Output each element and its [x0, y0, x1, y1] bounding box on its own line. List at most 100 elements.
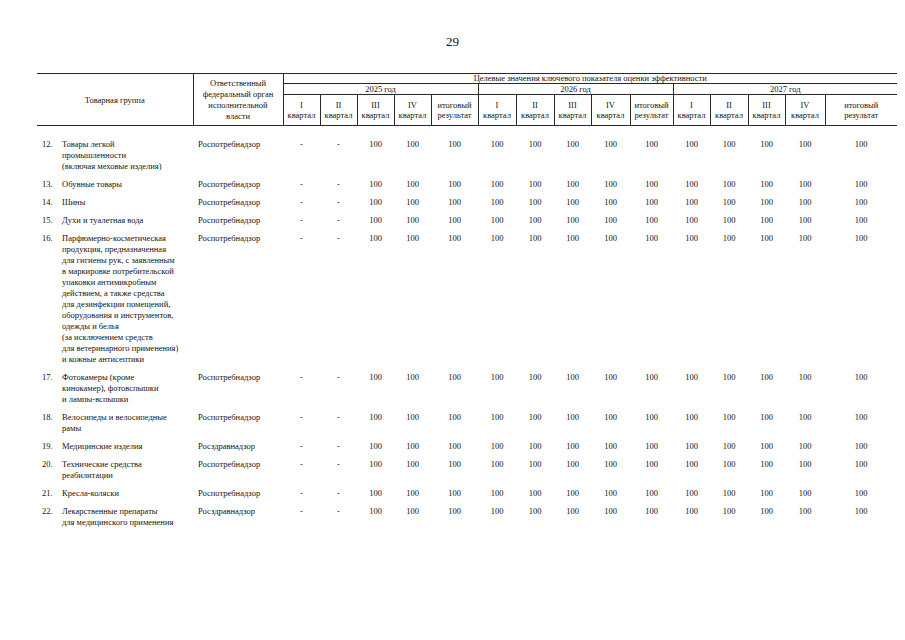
value-cell: 100 — [478, 481, 516, 499]
value-cell: 100 — [431, 172, 478, 190]
value-cell: 100 — [748, 499, 785, 528]
product-group-name: Парфюмерно-косметическая продукция, пред… — [62, 233, 178, 365]
value-cell: 100 — [673, 126, 710, 173]
value-cell: 100 — [630, 126, 673, 173]
value-cell: 100 — [673, 365, 710, 405]
value-cell: 100 — [748, 126, 785, 173]
value-cell: 100 — [825, 452, 897, 481]
authority-cell: Роспотребнадзор — [193, 365, 283, 405]
value-cell: 100 — [516, 126, 554, 173]
value-cell: 100 — [431, 208, 478, 226]
value-cell: 100 — [554, 405, 591, 434]
row-number: 16. — [37, 233, 62, 365]
value-cell: 100 — [591, 405, 630, 434]
value-cell: 100 — [394, 499, 431, 528]
period-header: I квартал — [478, 95, 516, 126]
value-cell: 100 — [516, 499, 554, 528]
value-cell: 100 — [748, 190, 785, 208]
value-cell: 100 — [710, 365, 748, 405]
value-cell: 100 — [357, 452, 394, 481]
value-cell: 100 — [431, 226, 478, 365]
table-row: 18.Велосипеды и велосипедные рамыРоспотр… — [37, 405, 897, 434]
value-cell: 100 — [431, 365, 478, 405]
authority-cell: Роспотребнадзор — [193, 481, 283, 499]
period-header: итоговый результат — [630, 95, 673, 126]
value-cell: 100 — [516, 190, 554, 208]
value-cell: - — [283, 481, 320, 499]
value-cell: 100 — [825, 172, 897, 190]
value-cell: 100 — [357, 365, 394, 405]
value-cell: 100 — [630, 172, 673, 190]
value-cell: - — [320, 126, 357, 173]
period-header: III квартал — [748, 95, 785, 126]
value-cell: 100 — [591, 481, 630, 499]
value-cell: 100 — [478, 226, 516, 365]
value-cell: 100 — [394, 190, 431, 208]
product-group-cell: 18.Велосипеды и велосипедные рамы — [37, 405, 193, 434]
value-cell: 100 — [748, 434, 785, 452]
value-cell: 100 — [748, 226, 785, 365]
product-group-cell: 15.Духи и туалетная вода — [37, 208, 193, 226]
authority-cell: Роспотребнадзор — [193, 208, 283, 226]
value-cell: 100 — [785, 190, 825, 208]
product-group-name: Велосипеды и велосипедные рамы — [62, 412, 167, 434]
row-number: 14. — [37, 197, 62, 208]
value-cell: 100 — [630, 452, 673, 481]
value-cell: 100 — [431, 190, 478, 208]
value-cell: - — [283, 405, 320, 434]
product-group-name: Лекарственные препараты для медицинского… — [62, 506, 173, 528]
value-cell: 100 — [357, 190, 394, 208]
authority-cell: Роспотребнадзор — [193, 452, 283, 481]
row-number: 21. — [37, 488, 62, 499]
value-cell: 100 — [478, 452, 516, 481]
product-group-cell: 20.Технические средства реабилитации — [37, 452, 193, 481]
value-cell: 100 — [554, 365, 591, 405]
authority-cell: Роспотребнадзор — [193, 172, 283, 190]
value-cell: 100 — [478, 190, 516, 208]
table-body: 12.Товары легкой промышленности (включая… — [37, 126, 897, 529]
value-cell: 100 — [785, 481, 825, 499]
product-group-header: Товарная группа — [37, 74, 193, 126]
row-number: 20. — [37, 459, 62, 481]
value-cell: - — [320, 365, 357, 405]
period-header: IV квартал — [394, 95, 431, 126]
product-group-cell: 13.Обувные товары — [37, 172, 193, 190]
period-header: II квартал — [516, 95, 554, 126]
value-cell: 100 — [825, 365, 897, 405]
period-header: итоговый результат — [431, 95, 478, 126]
value-cell: 100 — [673, 452, 710, 481]
value-cell: 100 — [785, 405, 825, 434]
value-cell: 100 — [431, 452, 478, 481]
product-group-cell: 14.Шины — [37, 190, 193, 208]
value-cell: 100 — [630, 405, 673, 434]
value-cell: 100 — [710, 499, 748, 528]
value-cell: 100 — [591, 499, 630, 528]
value-cell: 100 — [516, 405, 554, 434]
period-header: I квартал — [283, 95, 320, 126]
value-cell: 100 — [673, 405, 710, 434]
authority-header: Ответственный федеральный орган исполнит… — [193, 74, 283, 126]
period-header: II квартал — [320, 95, 357, 126]
value-cell: 100 — [591, 365, 630, 405]
value-cell: 100 — [554, 452, 591, 481]
year-header: 2026 год — [478, 84, 673, 95]
value-cell: 100 — [394, 481, 431, 499]
value-cell: - — [283, 190, 320, 208]
value-cell: 100 — [516, 452, 554, 481]
value-cell: 100 — [591, 226, 630, 365]
value-cell: 100 — [554, 226, 591, 365]
value-cell: 100 — [554, 190, 591, 208]
value-cell: 100 — [357, 481, 394, 499]
value-cell: - — [320, 405, 357, 434]
value-cell: 100 — [516, 365, 554, 405]
value-cell: - — [283, 452, 320, 481]
product-group-cell: 21.Кресла-коляски — [37, 481, 193, 499]
row-number: 17. — [37, 372, 62, 405]
value-cell: - — [320, 481, 357, 499]
value-cell: 100 — [394, 126, 431, 173]
product-group-cell: 12.Товары легкой промышленности (включая… — [37, 126, 193, 173]
value-cell: 100 — [357, 405, 394, 434]
table-row: 21.Кресла-коляскиРоспотребнадзор--100100… — [37, 481, 897, 499]
product-group-name: Кресла-коляски — [62, 488, 119, 499]
value-cell: - — [283, 499, 320, 528]
